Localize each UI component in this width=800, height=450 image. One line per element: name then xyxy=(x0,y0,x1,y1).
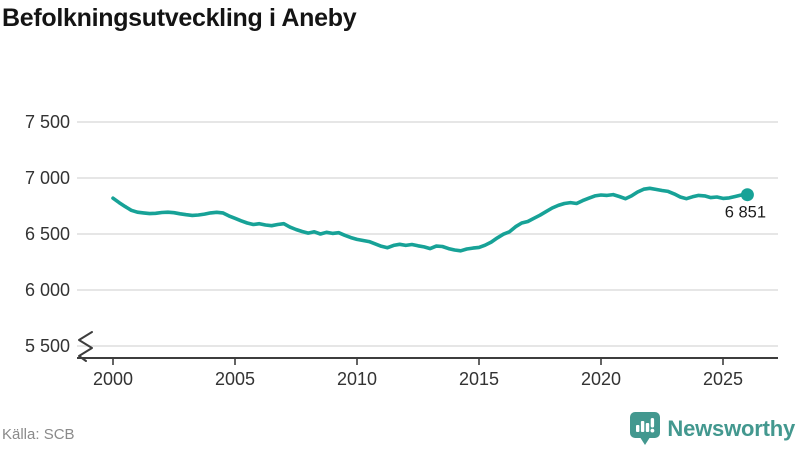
x-axis-tick-label: 2010 xyxy=(337,369,377,389)
newsworthy-bubble-chart-icon xyxy=(630,412,661,445)
axis-break-icon xyxy=(78,331,93,362)
x-axis-tick-label: 2020 xyxy=(581,369,621,389)
x-axis-tick-label: 2025 xyxy=(703,369,743,389)
newsworthy-wordmark: Newsworthy xyxy=(667,416,795,441)
y-axis-tick-label: 6 000 xyxy=(25,280,70,300)
population-line xyxy=(111,186,750,253)
newsworthy-logo[interactable]: Newsworthy xyxy=(630,412,795,446)
y-axis-tick-label: 5 500 xyxy=(25,336,70,356)
source-note: Källa: SCB xyxy=(2,426,75,443)
y-axis-tick-label: 6 500 xyxy=(25,224,70,244)
x-axis-tick-label: 2005 xyxy=(215,369,255,389)
latest-value-dot xyxy=(740,188,754,202)
chart-title: Befolkningsutveckling i Aneby xyxy=(2,4,357,32)
latest-value-label: 6 851 xyxy=(725,204,766,222)
x-axis-tick-label: 2000 xyxy=(93,369,133,389)
y-axis-tick-label: 7 000 xyxy=(25,168,70,188)
x-axis-tick-label: 2015 xyxy=(459,369,499,389)
y-axis-tick-label: 7 500 xyxy=(25,112,70,132)
